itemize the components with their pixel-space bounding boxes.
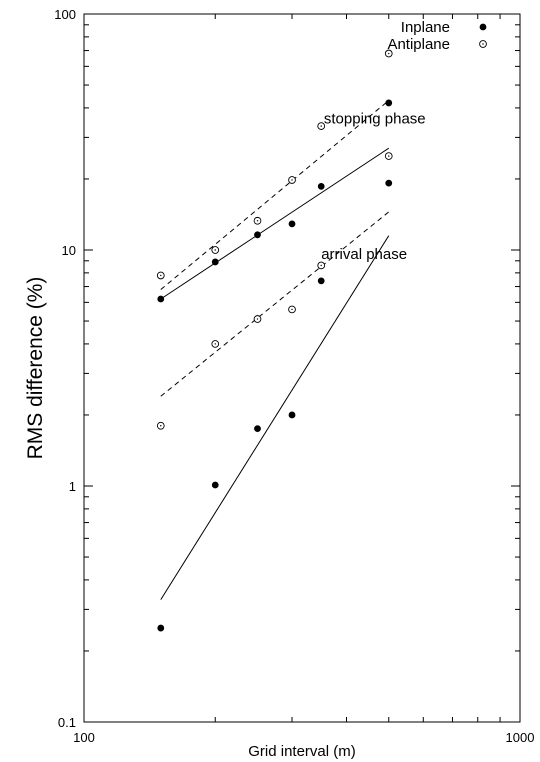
annotation-arrival-phase: arrival phase <box>321 246 407 263</box>
inplane-point <box>211 481 219 489</box>
inplane-point <box>385 179 393 187</box>
annotation-stopping-phase: stopping phase <box>324 111 426 128</box>
inplane-point <box>317 277 325 285</box>
antiplane-point <box>211 340 220 348</box>
antiplane-point-dot <box>214 343 216 345</box>
y-tick-label: 1 <box>69 479 76 494</box>
plot-frame <box>83 13 521 723</box>
fit-line-stopping-phase-dashed <box>160 100 390 290</box>
antiplane-point-dot <box>160 274 162 277</box>
antiplane-point <box>253 216 262 225</box>
antiplane-point <box>156 421 165 430</box>
antiplane-point <box>384 49 393 58</box>
antiplane-point <box>288 305 296 314</box>
x-tick-label: 1000 <box>506 730 535 745</box>
y-tick-label: 100 <box>54 7 76 22</box>
antiplane-point <box>384 152 393 160</box>
antiplane-point <box>156 271 165 280</box>
inplane-point <box>288 411 296 419</box>
legend-marker-inplane <box>479 23 487 31</box>
labels: 0.1 1 10 100 100 1000 Grid interval (m) RMS dif… <box>24 7 534 760</box>
antiplane-point <box>288 176 296 184</box>
antiplane-point-dot <box>160 425 162 427</box>
x-axis-title: Grid interval (m) <box>248 743 356 760</box>
antiplane-point-dot <box>320 125 322 127</box>
inplane-point <box>385 99 393 107</box>
antiplane-point-dot <box>214 249 216 251</box>
antiplane-point <box>317 261 326 270</box>
inplane-point <box>211 258 219 266</box>
antiplane-point <box>253 315 262 323</box>
antiplane-point-dot <box>256 220 259 222</box>
inplane-point <box>317 182 325 190</box>
y-axis-title: RMS difference (%) <box>24 277 47 460</box>
antiplane-point-dot <box>388 155 390 157</box>
axes <box>83 13 521 723</box>
antiplane-point-dot <box>320 264 322 267</box>
antiplane-point-dot <box>291 308 293 311</box>
antiplane-point-dot <box>256 318 259 320</box>
fit-line-arrival-phase-dashed <box>160 211 390 397</box>
antiplane-point-dot <box>388 52 390 55</box>
inplane-point <box>157 295 165 303</box>
inplane-point <box>157 624 165 632</box>
antiplane-point-dot <box>291 179 293 181</box>
legend-marker-antiplane <box>479 40 487 48</box>
fit-line-stopping-phase-solid <box>160 147 390 300</box>
legend-label-inplane: Inplane <box>401 19 450 36</box>
x-tick-label: 100 <box>73 730 95 745</box>
antiplane-point <box>211 246 220 254</box>
inplane-point <box>254 425 261 433</box>
antiplane-point <box>317 122 326 130</box>
fit-line-arrival-phase-solid <box>160 235 390 600</box>
y-tick-label: 10 <box>62 243 76 258</box>
legend-marker-antiplane-dot <box>482 43 484 45</box>
data-points <box>156 49 393 632</box>
inplane-point <box>288 220 296 228</box>
fit-lines <box>160 100 390 600</box>
y-tick-label: 0.1 <box>58 715 76 730</box>
inplane-point <box>254 231 261 239</box>
legend-label-antiplane: Antiplane <box>387 36 450 53</box>
